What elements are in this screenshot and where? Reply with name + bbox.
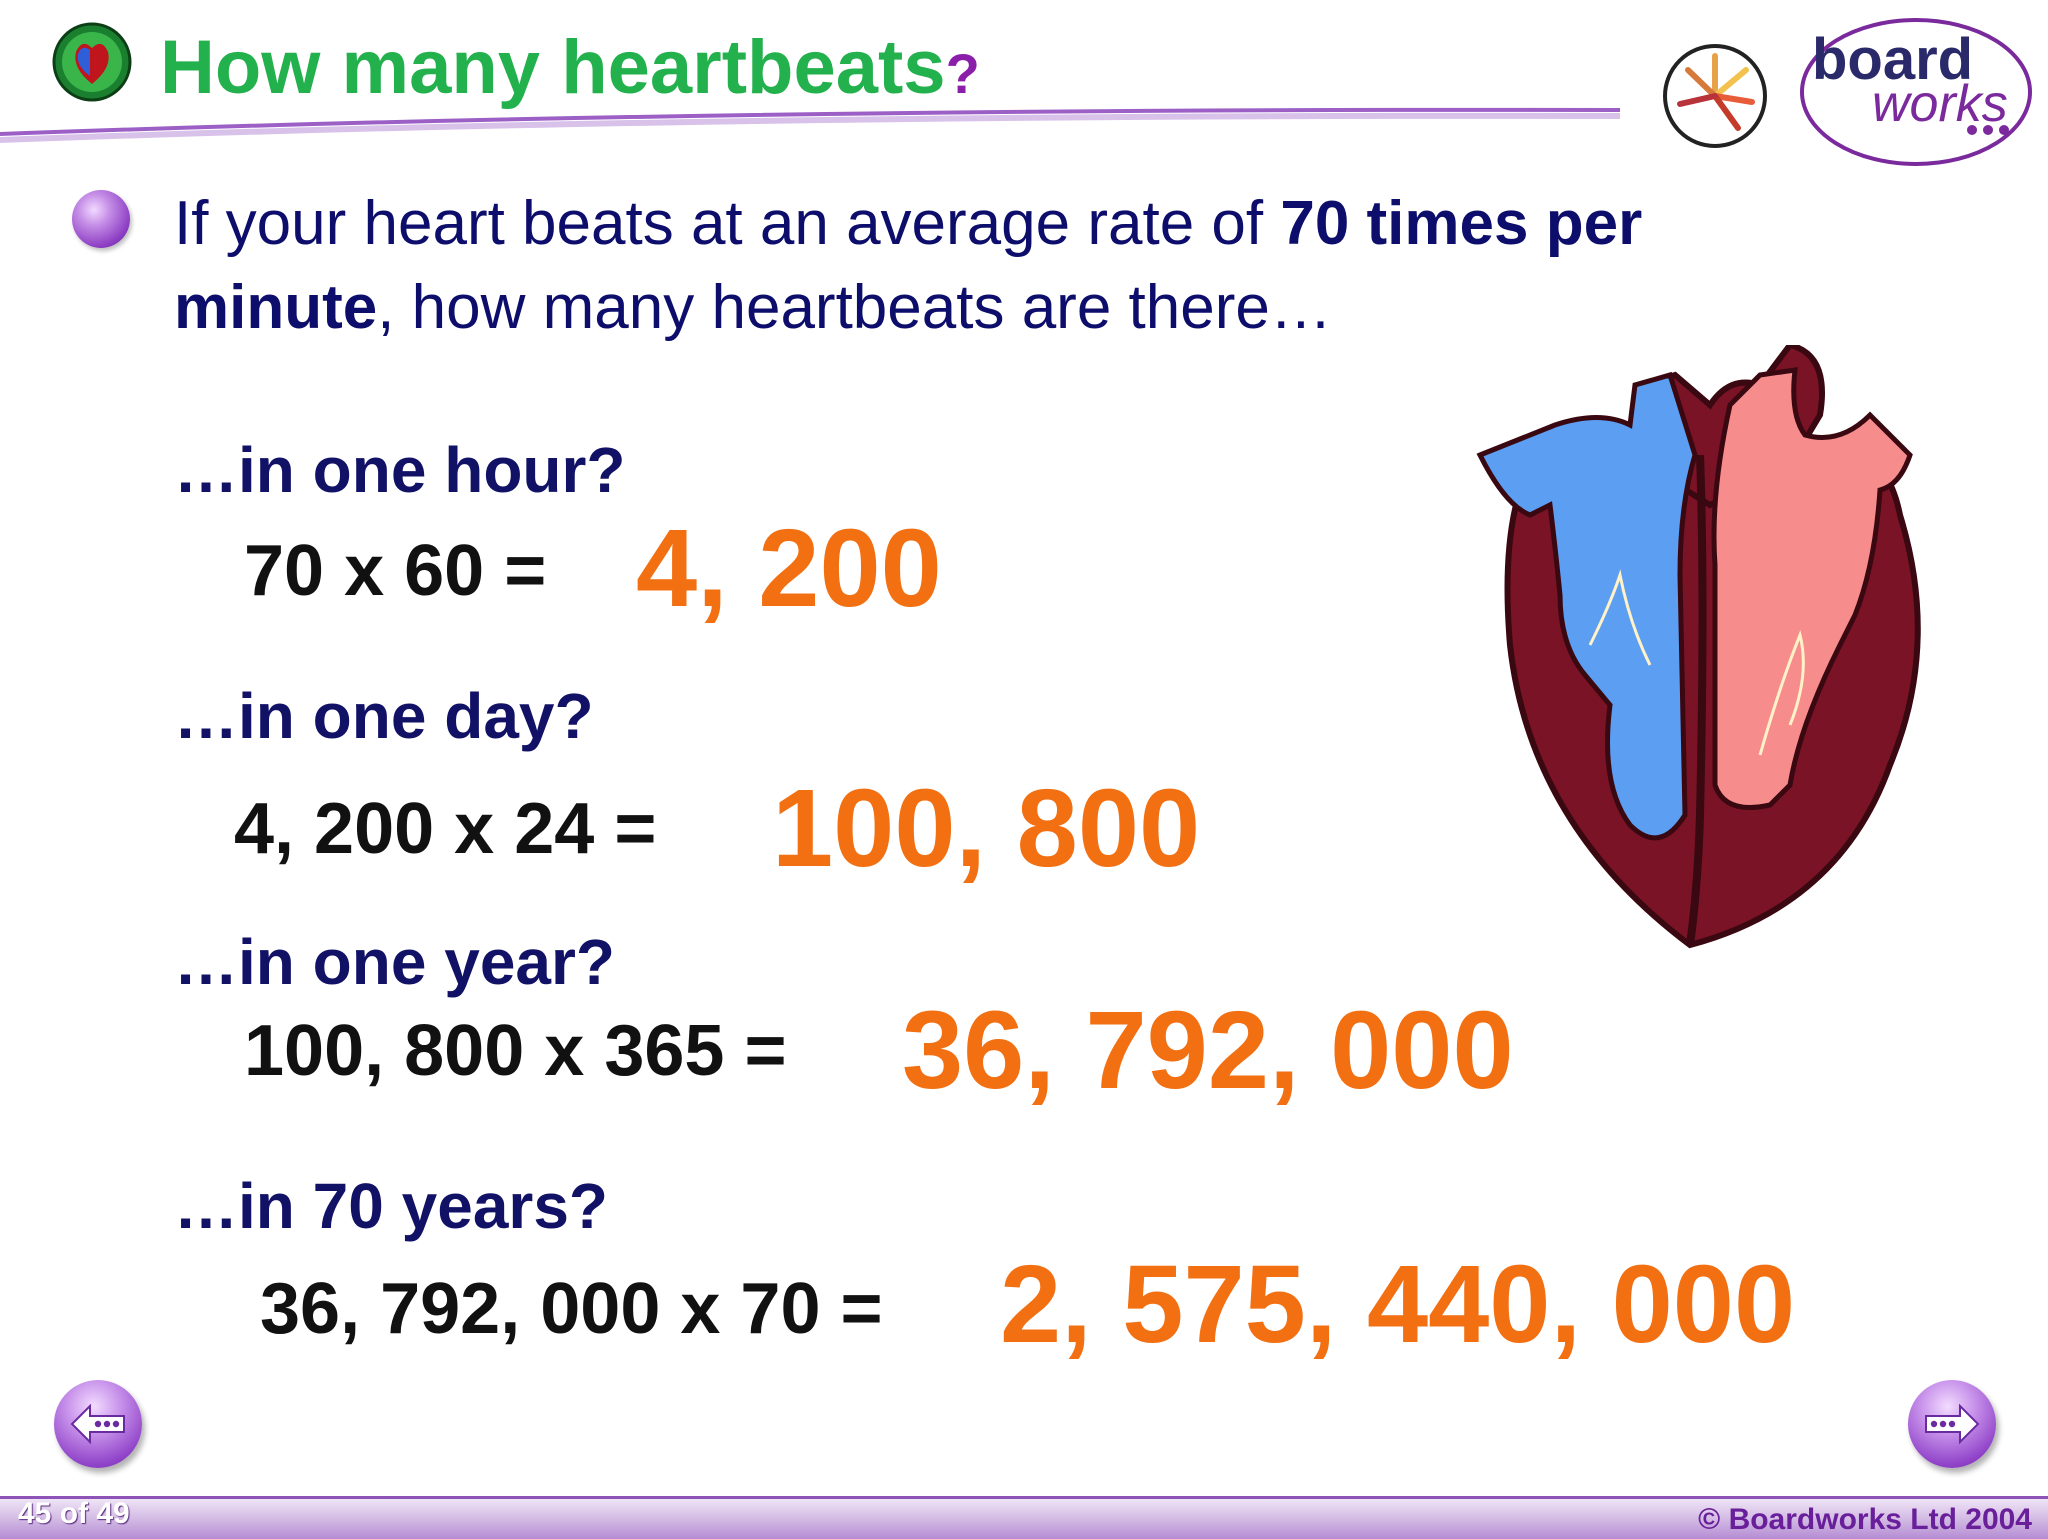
calculation-hour: 70 x 60 = — [244, 531, 547, 611]
page-indicator: 45 of 49 — [18, 1497, 130, 1530]
logo-text-top: board — [1812, 27, 1974, 92]
intro-text: If your heart beats at an average rate o… — [174, 182, 1734, 350]
intro-part2: , how many heartbeats are there… — [377, 273, 1332, 342]
title-text: How many heartbeats — [160, 25, 946, 110]
copyright-text: © Boardworks Ltd 2004 — [1698, 1503, 2032, 1536]
answer-hour: 4, 200 — [636, 507, 942, 630]
question-year-label: …in one year? — [174, 926, 615, 998]
calculation-70-years: 36, 792, 000 x 70 = — [260, 1269, 883, 1349]
heart-globe-icon — [52, 22, 132, 102]
next-slide-button[interactable] — [1908, 1380, 1996, 1468]
heart-diagram — [1476, 345, 1921, 949]
answer-year: 36, 792, 000 — [902, 989, 1514, 1112]
next-arrow-icon — [1925, 1403, 1980, 1445]
page-title: How many heartbeats? — [160, 18, 980, 124]
question-70-years-label: …in 70 years? — [174, 1170, 608, 1242]
intro-part1: If your heart beats at an average rate o… — [174, 189, 1281, 258]
question-day-label: …in one day? — [174, 680, 594, 752]
title-question-mark: ? — [945, 42, 980, 105]
previous-slide-button[interactable] — [54, 1380, 142, 1468]
question-hour-label: …in one hour? — [174, 434, 626, 506]
footer-bar — [0, 1496, 2048, 1539]
intro-bold: 70 times per minute — [174, 189, 1643, 342]
answer-day: 100, 800 — [772, 767, 1201, 890]
logo-text-bottom: works — [1872, 75, 2008, 133]
calculation-year: 100, 800 x 365 = — [244, 1011, 787, 1091]
previous-arrow-icon — [70, 1403, 125, 1445]
header-divider — [0, 107, 1620, 143]
answer-70-years: 2, 575, 440, 000 — [1000, 1243, 1796, 1366]
purple-bullet-icon — [72, 190, 130, 248]
calculation-day: 4, 200 x 24 = — [234, 789, 657, 869]
boardworks-logo: board works — [1660, 8, 2038, 168]
logo-dots — [1967, 125, 2009, 135]
